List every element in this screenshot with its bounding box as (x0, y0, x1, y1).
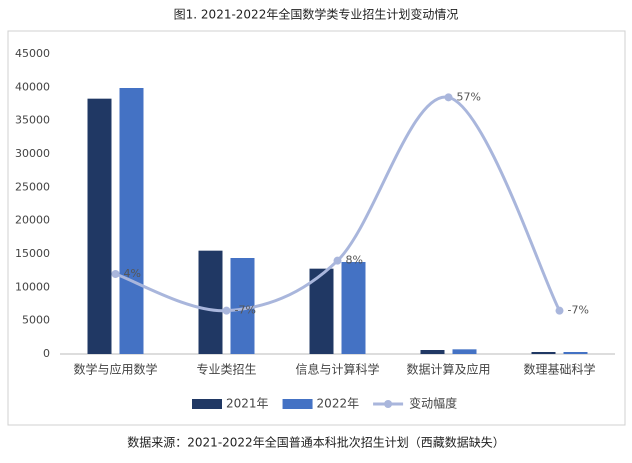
bar (531, 352, 556, 354)
line (115, 95, 561, 313)
bar (563, 352, 588, 354)
y-tick-label: 15000 (15, 247, 50, 260)
x-tick-label: 信息与计算科学 (295, 362, 379, 377)
legend-label: 变动幅度 (409, 396, 457, 411)
data-label: 57% (457, 90, 481, 103)
x-tick-label: 专业类招生 (196, 362, 256, 377)
data-label: -7% (568, 304, 589, 317)
bar (452, 349, 477, 354)
y-tick-label: 10000 (15, 280, 50, 293)
bar (230, 258, 255, 354)
line-marker (333, 256, 342, 265)
bar (198, 250, 223, 354)
data-label: 4% (124, 267, 141, 280)
bar (309, 268, 334, 354)
data-label: 8% (346, 254, 363, 267)
y-tick-label: 40000 (15, 80, 50, 93)
y-tick-label: 5000 (22, 314, 50, 327)
y-tick-label: 45000 (15, 47, 50, 60)
y-tick-label: 30000 (15, 147, 50, 160)
x-tick-label: 数学与应用数学 (73, 362, 157, 377)
x-tick-label: 数理基础科学 (523, 362, 595, 377)
y-tick-label: 25000 (15, 180, 50, 193)
source-note: 数据来源：2021-2022年全国普通本科批次招生计划（西藏数据缺失） (127, 435, 504, 450)
data-label: -7% (235, 304, 256, 317)
bar (341, 262, 366, 354)
legend-swatch (192, 399, 222, 409)
line-marker (555, 306, 564, 315)
y-tick-label: 0 (43, 347, 50, 360)
x-tick-label: 数据计算及应用 (406, 362, 490, 377)
legend-label: 2022年 (317, 397, 360, 411)
y-tick-label: 20000 (15, 214, 50, 227)
bar (420, 350, 445, 354)
chart-frame (7, 30, 626, 426)
legend-label: 2021年 (226, 397, 269, 411)
legend-swatch (384, 400, 393, 408)
line-marker (222, 306, 231, 315)
chart-title: 图1. 2021-2022年全国数学类专业招生计划变动情况 (174, 7, 459, 22)
bar (119, 88, 144, 354)
line-marker (111, 270, 120, 278)
line-marker (444, 93, 453, 102)
legend-swatch (282, 399, 313, 409)
y-tick-label: 35000 (15, 114, 50, 127)
bar (87, 98, 112, 355)
